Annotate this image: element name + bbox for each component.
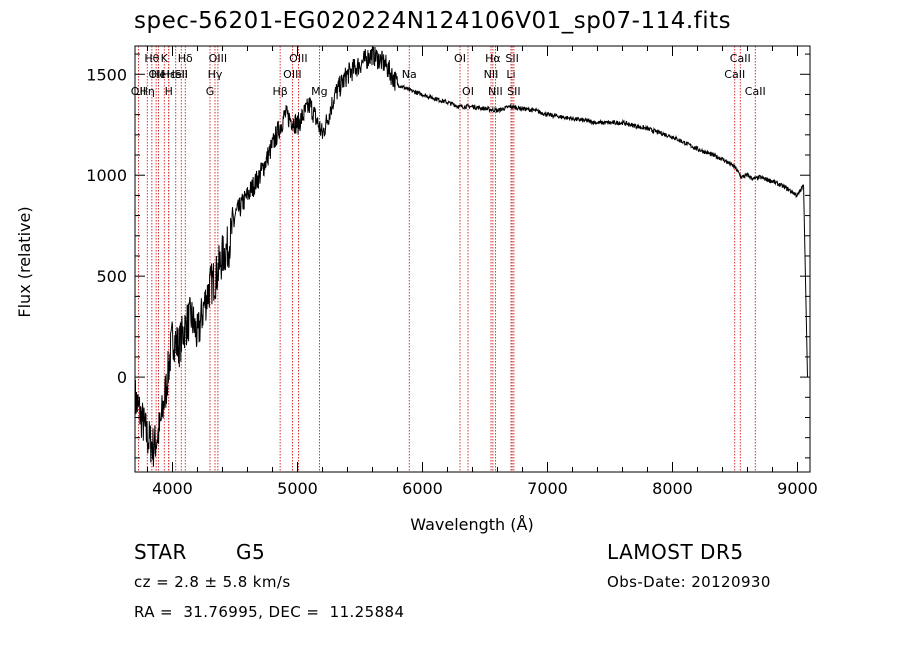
axis-ticks [135, 46, 810, 472]
line-label-2: He [151, 68, 166, 81]
line-label-24: Li [506, 68, 515, 81]
line-label-18: Na [402, 68, 417, 81]
line-label-3: OII [131, 85, 146, 98]
observation-date: Obs-Date: 20120930 [607, 573, 771, 591]
line-label-19: OI [454, 52, 466, 65]
line-label-7: HeI [167, 68, 185, 81]
spectral-line-markers [137, 46, 756, 472]
spectrum-title: spec-56201-EG020224N124106V01_sp07-114.f… [134, 8, 732, 34]
line-label-28: CaII [730, 52, 751, 65]
line-label-1: OII [149, 68, 164, 81]
line-label-0: Hθ [144, 52, 159, 65]
object-subclass: G5 [236, 540, 266, 564]
survey-name: LAMOST DR5 [607, 540, 744, 564]
x-tick-label: 8000 [652, 479, 693, 498]
line-label-21: NII [484, 68, 499, 81]
line-label-5: H [165, 85, 173, 98]
line-label-16: OIII [289, 52, 307, 65]
line-label-17: Mg [311, 85, 327, 98]
line-label-9: Hδ [178, 52, 193, 65]
line-label-27: CaII [724, 68, 745, 81]
line-label-22: Hα [485, 52, 501, 65]
line-label-20: OI [462, 85, 474, 98]
coordinates: RA = 31.76995, DEC = 11.25884 [134, 603, 405, 621]
x-axis-label: Wavelength (Å) [410, 515, 533, 534]
y-axis-label: Flux (relative) [15, 206, 34, 317]
spectrum-line [134, 46, 808, 467]
plot-frame [134, 45, 811, 473]
x-tick-label: 9000 [777, 479, 818, 498]
x-tick-label: 7000 [527, 479, 568, 498]
line-label-10: Hη [140, 85, 155, 98]
x-tick-label: 4000 [152, 479, 193, 498]
y-tick-label: 0 [117, 368, 127, 387]
line-label-14: Hβ [272, 85, 287, 98]
line-label-11: G [206, 85, 215, 98]
x-tick-label: 6000 [402, 479, 443, 498]
y-tick-label: 1500 [86, 65, 127, 84]
line-label-4: K [161, 52, 169, 65]
x-tick-label: 5000 [277, 479, 318, 498]
line-label-23: NII [488, 85, 503, 98]
line-label-26: SII [507, 85, 520, 98]
line-label-8: SII [175, 68, 188, 81]
line-label-15: OIII [283, 68, 301, 81]
line-label-6: Hε [162, 68, 176, 81]
redshift-velocity: cz = 2.8 ± 5.8 km/s [134, 573, 291, 591]
line-label-13: OIII [209, 52, 227, 65]
object-class: STAR [134, 540, 187, 564]
line-label-29: CaII [745, 85, 766, 98]
line-label-25: SII [505, 52, 518, 65]
axis-tick-labels: 4000 5000 6000 7000 8000 9000 0 500 1000 1500 [86, 65, 818, 498]
y-tick-label: 500 [96, 267, 127, 286]
y-tick-label: 1000 [86, 166, 127, 185]
line-label-12: Hγ [208, 68, 223, 81]
